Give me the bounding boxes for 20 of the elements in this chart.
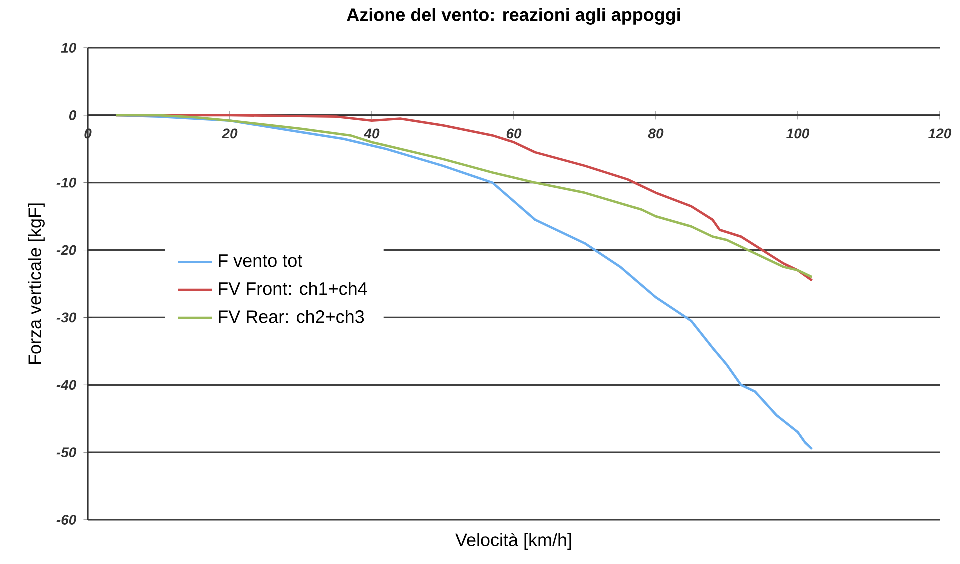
x-tick-label: 120 <box>928 128 952 139</box>
legend-label: FV Front: ch1+ch4 <box>219 282 368 296</box>
y-tick-label: -60 <box>56 515 77 525</box>
x-tick-label: 40 <box>364 128 380 139</box>
y-tick-label: -40 <box>56 380 77 390</box>
y-tick-label: -30 <box>56 312 77 323</box>
legend-label: FV Rear: ch2+ch3 <box>219 310 364 324</box>
x-tick-label: 60 <box>506 128 522 139</box>
x-tick-label: 80 <box>648 128 664 139</box>
y-tick-label: -10 <box>56 178 77 188</box>
x-tick-label: 100 <box>786 128 810 139</box>
x-axis-title: Velocità [km/h] <box>456 533 572 550</box>
legend-label: F vento tot <box>219 254 303 268</box>
y-tick-label: 10 <box>61 43 77 53</box>
y-tick-label: -50 <box>56 448 77 458</box>
y-axis-title: Forza verticale [kgF] <box>28 204 45 364</box>
y-tick-label: -20 <box>56 245 77 256</box>
chart-title: Azione del vento: reazioni agli appoggi <box>347 8 680 25</box>
x-tick-label: 20 <box>222 128 238 139</box>
y-tick-label: 0 <box>69 110 77 120</box>
